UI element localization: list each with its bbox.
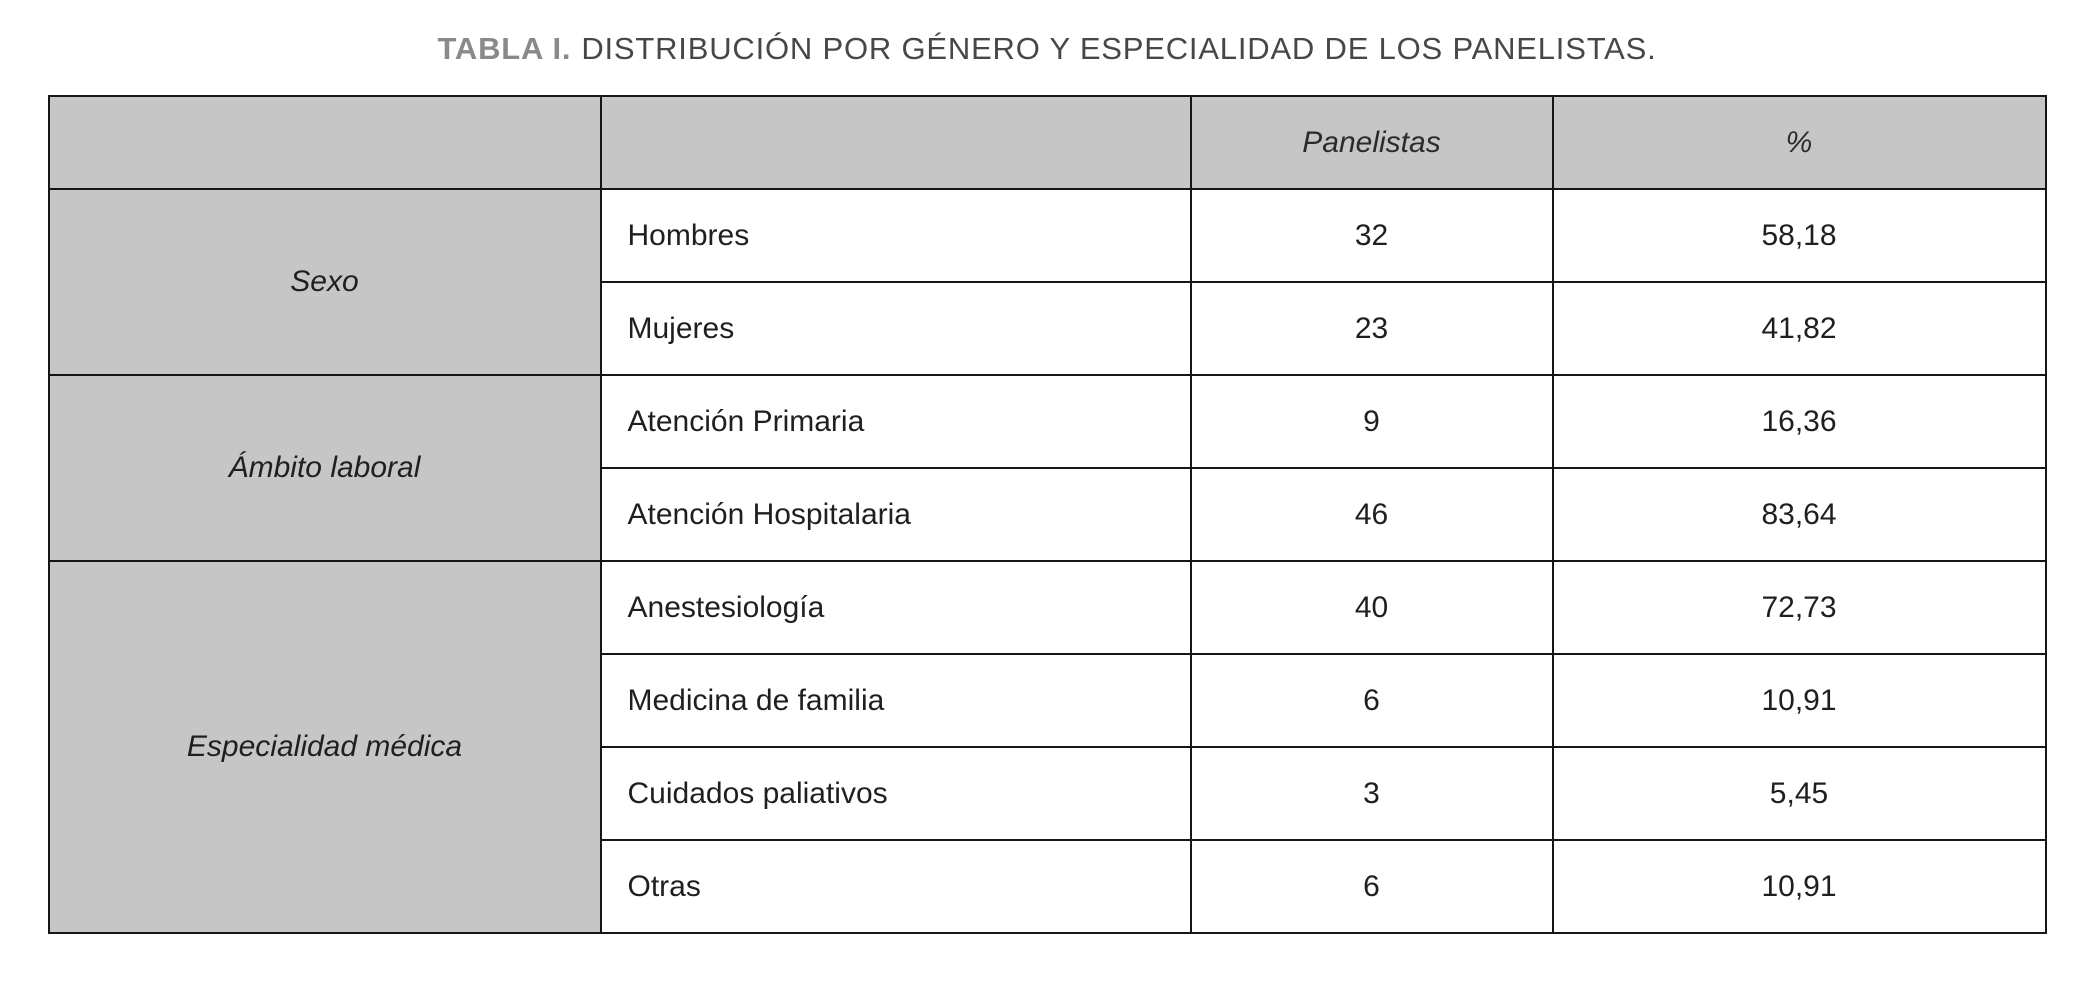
group-label-especialidad-medica: Especialidad médica — [47, 560, 602, 935]
category-cell: Medicina de familia — [599, 653, 1192, 749]
table-row: Medicina de familia 6 10,91 — [49, 653, 2047, 749]
panelistas-cell: 3 — [1189, 746, 1554, 842]
panelistas-cell: 6 — [1189, 653, 1554, 749]
table-number-label: TABLA I. — [437, 31, 572, 66]
table-row: Especialidad médica Anestesiología 40 72… — [47, 560, 2047, 935]
header-category-empty — [599, 95, 1192, 191]
percent-cell: 5,45 — [1551, 746, 2047, 842]
table-row: Atención Hospitalaria 46 83,64 — [49, 467, 2047, 563]
percent-cell: 58,18 — [1551, 188, 2047, 284]
category-cell: Hombres — [599, 188, 1192, 284]
panelistas-cell: 23 — [1189, 281, 1554, 377]
table-row: Otras 6 10,91 — [49, 839, 2047, 935]
panelistas-cell: 40 — [1189, 560, 1554, 656]
percent-cell: 41,82 — [1551, 281, 2047, 377]
table-row: Ámbito laboral Atención Primaria 9 16,36 — [47, 374, 2047, 563]
percent-cell: 10,91 — [1551, 653, 2047, 749]
category-cell: Atención Primaria — [599, 374, 1192, 470]
table-row: Sexo Hombres 32 58,18 — [47, 188, 2047, 377]
panelistas-cell: 46 — [1189, 467, 1554, 563]
header-percent: % — [1551, 95, 2047, 191]
group-label-ambito-laboral: Ámbito laboral — [47, 374, 602, 563]
header-panelistas: Panelistas — [1189, 95, 1554, 191]
table-row: Mujeres 23 41,82 — [49, 281, 2047, 377]
category-cell: Atención Hospitalaria — [599, 467, 1192, 563]
group-label-sexo: Sexo — [47, 188, 602, 377]
percent-cell: 10,91 — [1551, 839, 2047, 935]
category-cell: Cuidados paliativos — [599, 746, 1192, 842]
page-title: TABLA I. DISTRIBUCIÓN POR GÉNERO Y ESPECI… — [0, 0, 2094, 67]
distribution-table: Panelistas % Sexo Hombres 32 58,18 Mujer… — [47, 95, 2047, 935]
category-cell: Mujeres — [599, 281, 1192, 377]
percent-cell: 16,36 — [1551, 374, 2047, 470]
category-cell: Anestesiología — [599, 560, 1192, 656]
header-group-empty — [47, 95, 602, 191]
header-row: Panelistas % — [47, 95, 2047, 191]
percent-cell: 72,73 — [1551, 560, 2047, 656]
table-caption: DISTRIBUCIÓN POR GÉNERO Y ESPECIALIDAD D… — [581, 31, 1657, 66]
percent-cell: 83,64 — [1551, 467, 2047, 563]
table-row: Cuidados paliativos 3 5,45 — [49, 746, 2047, 842]
panelistas-cell: 6 — [1189, 839, 1554, 935]
category-cell: Otras — [599, 839, 1192, 935]
panelistas-cell: 32 — [1189, 188, 1554, 284]
panelistas-cell: 9 — [1189, 374, 1554, 470]
